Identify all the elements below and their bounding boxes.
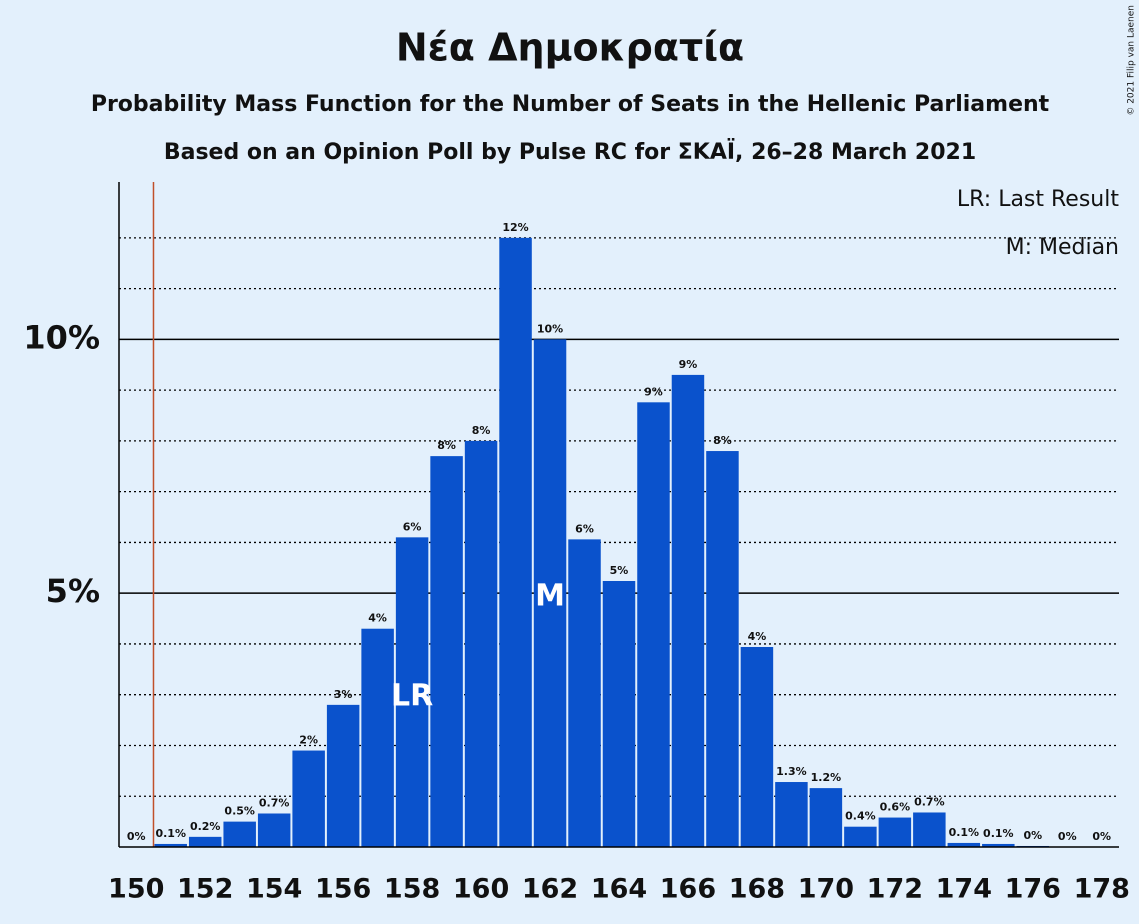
x-tick-label: 150 — [108, 874, 164, 905]
value-label: 0.2% — [190, 820, 221, 833]
bar — [637, 402, 670, 847]
value-label: 0.7% — [259, 796, 290, 809]
bar — [361, 628, 394, 847]
value-label: 4% — [368, 612, 387, 625]
bar — [154, 843, 187, 847]
bar — [533, 339, 567, 847]
x-tick-label: 166 — [660, 874, 716, 905]
value-label: 10% — [537, 322, 563, 335]
legend-entry: LR: Last Result — [957, 187, 1119, 212]
bar — [395, 537, 429, 847]
value-label: 0.5% — [224, 805, 255, 818]
bar — [982, 843, 1015, 847]
x-tick-label: 154 — [246, 874, 302, 905]
chart-subtitle: Based on an Opinion Poll by Pulse RC for… — [164, 139, 976, 165]
bar — [844, 826, 877, 847]
x-tick-label: 152 — [177, 874, 233, 905]
bar — [464, 440, 498, 847]
bar — [602, 581, 636, 847]
bar — [740, 646, 774, 847]
y-tick-label: 5% — [46, 572, 100, 610]
legend-entry: M: Median — [1006, 235, 1119, 260]
value-label: 12% — [502, 221, 528, 234]
value-label: 0.1% — [983, 827, 1014, 840]
value-label: 9% — [644, 385, 663, 398]
value-label: 0.1% — [949, 826, 980, 839]
value-label: 4% — [748, 630, 767, 643]
value-label: 0% — [1058, 830, 1077, 843]
value-label: 0.6% — [880, 801, 911, 814]
x-tick-label: 156 — [315, 874, 371, 905]
value-label: 5% — [610, 564, 629, 577]
bar — [568, 539, 601, 847]
value-label: 8% — [437, 439, 456, 452]
x-tick-label: 162 — [522, 874, 578, 905]
x-tick-label: 164 — [591, 874, 647, 905]
bar — [947, 842, 981, 847]
x-tick-label: 172 — [867, 874, 923, 905]
x-tick-label: 170 — [798, 874, 854, 905]
value-label: 0.1% — [155, 827, 186, 840]
bar — [671, 374, 705, 847]
value-label: 9% — [679, 358, 698, 371]
chart-subtitle: Probability Mass Function for the Number… — [91, 92, 1050, 117]
value-label: 1.3% — [776, 765, 807, 778]
bar — [430, 456, 463, 847]
copyright: © 2021 Filip van Laenen — [1127, 5, 1137, 116]
x-tick-label: 158 — [384, 874, 440, 905]
bar — [809, 788, 843, 847]
value-label: 0% — [127, 830, 146, 843]
value-label: 8% — [713, 434, 732, 447]
value-label: 0% — [1023, 829, 1042, 842]
value-label: 2% — [299, 734, 318, 747]
bar — [913, 812, 946, 847]
value-label: 6% — [575, 522, 594, 535]
bar — [706, 451, 739, 847]
value-label: 8% — [472, 424, 491, 437]
bar — [292, 750, 325, 847]
x-tick-label: 176 — [1005, 874, 1061, 905]
value-label: 0% — [1092, 830, 1111, 843]
bar — [257, 813, 291, 847]
bar — [775, 782, 808, 847]
value-label: 1.2% — [811, 771, 842, 784]
value-label: 0.4% — [845, 810, 876, 823]
bar — [223, 821, 256, 847]
chart-title: Νέα Δημοκρατία — [396, 26, 744, 70]
annotation: M — [535, 579, 565, 614]
x-tick-label: 174 — [936, 874, 992, 905]
value-label: 6% — [403, 520, 422, 533]
value-label: 0.7% — [914, 795, 945, 808]
x-tick-label: 160 — [453, 874, 509, 905]
annotation: LR — [391, 679, 433, 714]
value-label: 3% — [334, 688, 353, 701]
bar — [326, 704, 360, 847]
bar — [188, 836, 222, 847]
x-tick-label: 178 — [1074, 874, 1130, 905]
bar — [878, 817, 912, 847]
y-tick-label: 10% — [23, 318, 100, 356]
x-tick-label: 168 — [729, 874, 785, 905]
bar — [499, 237, 532, 847]
